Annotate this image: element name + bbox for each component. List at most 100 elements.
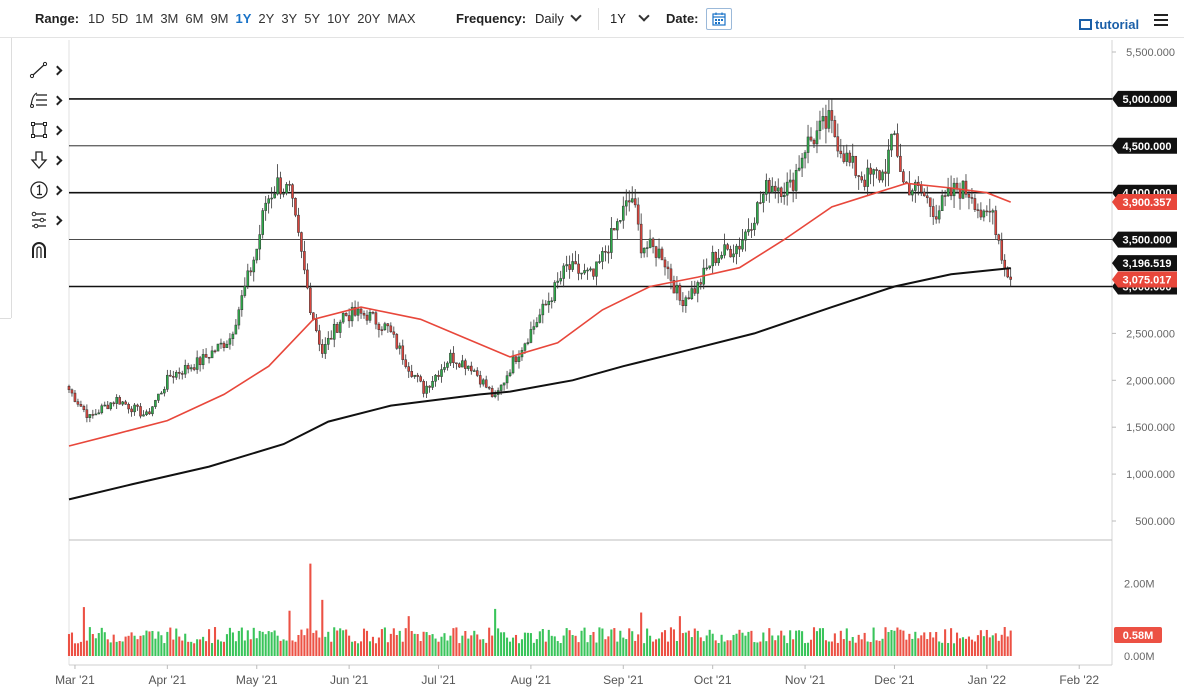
volume-bar [103, 632, 106, 656]
candle-body [762, 194, 765, 203]
candle-body [282, 192, 285, 195]
volume-bar [872, 627, 875, 656]
volume-bar [354, 641, 357, 656]
tutorial-label: tutorial [1095, 17, 1140, 32]
fibonacci-tool[interactable] [26, 88, 66, 118]
range-button-max[interactable]: MAX [387, 11, 416, 26]
candle-body [541, 303, 545, 316]
candle-body [410, 371, 413, 377]
volume-bar [789, 630, 792, 656]
range-button-2y[interactable]: 2Y [258, 11, 275, 26]
range-button-1m[interactable]: 1M [135, 11, 154, 26]
candle-body [654, 246, 658, 258]
volume-bar [792, 639, 795, 656]
volume-bar [157, 631, 160, 656]
candle-body [899, 155, 902, 172]
candle-body [800, 157, 804, 169]
candle-body [1009, 276, 1012, 280]
volume-bar [178, 636, 181, 656]
candle-body [782, 194, 786, 197]
candle-body [675, 284, 679, 294]
volume-tick-label: 0.00M [1124, 651, 1155, 663]
hamburger-menu-icon[interactable] [1154, 14, 1168, 29]
candle-body [386, 323, 390, 327]
candle-body [720, 254, 723, 259]
candle-body [657, 248, 661, 258]
x-tick-label: Jun '21 [330, 673, 369, 687]
volume-bar [476, 634, 479, 656]
candle-body [431, 380, 434, 388]
volume-bar [500, 632, 503, 656]
candle-body [785, 181, 789, 196]
range-button-1y[interactable]: 1Y [235, 11, 252, 26]
calendar-icon [712, 12, 726, 26]
volume-bar [291, 640, 294, 656]
volume-bar [982, 636, 985, 656]
range-button-20y[interactable]: 20Y [357, 11, 381, 26]
volume-bar [297, 635, 300, 656]
volume-bar [920, 635, 923, 656]
range-button-1d[interactable]: 1D [88, 11, 105, 26]
candle-body [276, 177, 279, 195]
volume-bar [145, 630, 148, 656]
candle-body [940, 195, 944, 211]
volume-bar [136, 639, 139, 656]
number-marker-tool[interactable] [26, 178, 66, 208]
candle-body [839, 150, 843, 155]
candle-body [672, 280, 676, 294]
candle-body [440, 369, 443, 377]
candle-body [332, 323, 336, 340]
trend-line-tool[interactable] [26, 58, 66, 88]
candle-body [419, 376, 422, 382]
tutorial-link[interactable]: tutorial [1079, 17, 1139, 32]
rectangle-tool[interactable] [26, 118, 66, 148]
ma50-line [68, 182, 1011, 447]
candle-body [157, 393, 160, 401]
volume-bar [944, 629, 947, 656]
volume-bar [187, 641, 190, 656]
volume-bar [401, 641, 404, 656]
candle-body [970, 197, 974, 199]
horizontal-levels [69, 98, 1112, 288]
candle-body [67, 385, 71, 391]
range-button-9m[interactable]: 9M [210, 11, 229, 26]
volume-bar [976, 635, 979, 656]
candle-body [699, 282, 703, 285]
candle-body [186, 365, 190, 370]
magnet-tool[interactable] [26, 238, 66, 268]
frequency-dropdown[interactable]: Daily [535, 10, 582, 26]
volume-bar [121, 641, 124, 656]
candle-body [76, 401, 80, 405]
volume-bar [431, 634, 434, 656]
date-picker-button[interactable] [706, 8, 732, 30]
volume-bar [175, 628, 178, 656]
arrow-tool[interactable] [26, 148, 66, 178]
volume-bar [622, 637, 625, 656]
candle-body [902, 171, 905, 183]
candle-body [738, 245, 741, 250]
candle-body [669, 268, 673, 281]
range-button-5d[interactable]: 5D [111, 11, 129, 26]
volume-bar [97, 633, 100, 656]
range-button-3m[interactable]: 3M [160, 11, 179, 26]
candle-body [919, 185, 923, 193]
pattern-tool[interactable] [26, 208, 66, 238]
volume-bar [508, 641, 512, 656]
film-icon [1079, 19, 1092, 30]
range-button-5y[interactable]: 5Y [304, 11, 321, 26]
volume-bar [815, 631, 819, 656]
candle-body [809, 136, 813, 141]
candle-body [711, 251, 714, 267]
volume-bar [604, 639, 607, 656]
volume-bar [336, 630, 339, 656]
candle-body [863, 179, 866, 187]
volume-bar [410, 631, 413, 656]
range-button-10y[interactable]: 10Y [327, 11, 351, 26]
volume-bar [318, 637, 321, 656]
range-button-3y[interactable]: 3Y [281, 11, 298, 26]
volume-bar [896, 627, 899, 656]
period-dropdown[interactable]: 1Y [610, 10, 650, 26]
range-button-6m[interactable]: 6M [185, 11, 204, 26]
volume-bar [73, 643, 77, 656]
